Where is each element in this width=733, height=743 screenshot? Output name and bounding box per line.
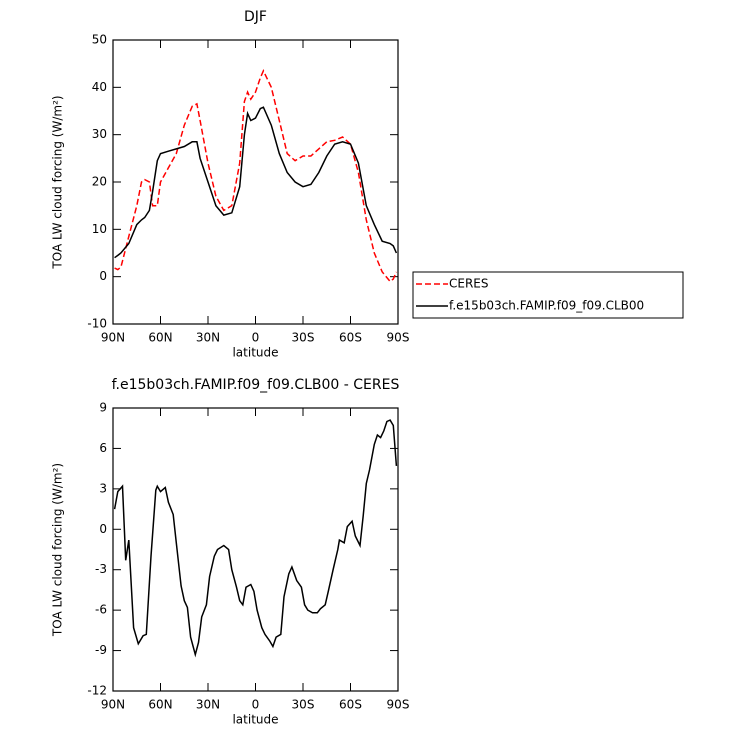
y-tick-label: -10 (87, 317, 107, 331)
x-tick-label: 60N (148, 331, 172, 345)
legend-label: f.e15b03ch.FAMIP.f09_f09.CLB00 (449, 299, 644, 313)
data-line (114, 68, 398, 283)
y-tick-label: 6 (99, 441, 107, 455)
y-tick-label: -9 (95, 643, 107, 657)
x-tick-label: 30N (196, 331, 220, 345)
x-tick-label: 30N (196, 698, 220, 712)
x-axis-label: latitude (232, 713, 278, 727)
y-tick-label: 3 (99, 481, 107, 495)
x-tick-label: 60N (148, 698, 172, 712)
x-axis-label: latitude (232, 346, 278, 360)
y-tick-label: 30 (92, 127, 107, 141)
y-axis-label: TOA LW cloud forcing (W/m²) (51, 463, 65, 637)
y-tick-label: 0 (99, 522, 107, 536)
y-tick-label: -6 (95, 603, 107, 617)
x-tick-label: 90N (101, 698, 125, 712)
y-tick-label: 9 (99, 401, 107, 415)
plot-frame (112, 39, 399, 325)
legend-label: CERES (449, 277, 489, 291)
x-tick-label: 90S (387, 331, 410, 345)
y-tick-label: 20 (92, 175, 107, 189)
x-tick-label: 90N (101, 331, 125, 345)
chart-title: DJF (244, 9, 267, 25)
y-tick-label: -3 (95, 562, 107, 576)
x-tick-label: 0 (252, 331, 260, 345)
y-tick-label: 0 (99, 269, 107, 283)
y-tick-label: -12 (87, 684, 107, 698)
chart-title: f.e15b03ch.FAMIP.f09_f09.CLB00 - CERES (112, 377, 400, 393)
y-axis-label: TOA LW cloud forcing (W/m²) (51, 95, 65, 269)
x-tick-label: 60S (339, 698, 362, 712)
plot-frame (112, 407, 399, 692)
x-tick-label: 0 (252, 698, 260, 712)
legend-box (412, 271, 684, 319)
x-tick-label: 30S (292, 698, 315, 712)
y-tick-label: 50 (92, 33, 107, 47)
data-line (113, 419, 398, 658)
x-tick-label: 30S (292, 331, 315, 345)
x-tick-label: 90S (387, 698, 410, 712)
y-tick-label: 40 (92, 80, 107, 94)
x-tick-label: 60S (339, 331, 362, 345)
data-line (114, 106, 398, 259)
y-tick-label: 10 (92, 222, 107, 236)
